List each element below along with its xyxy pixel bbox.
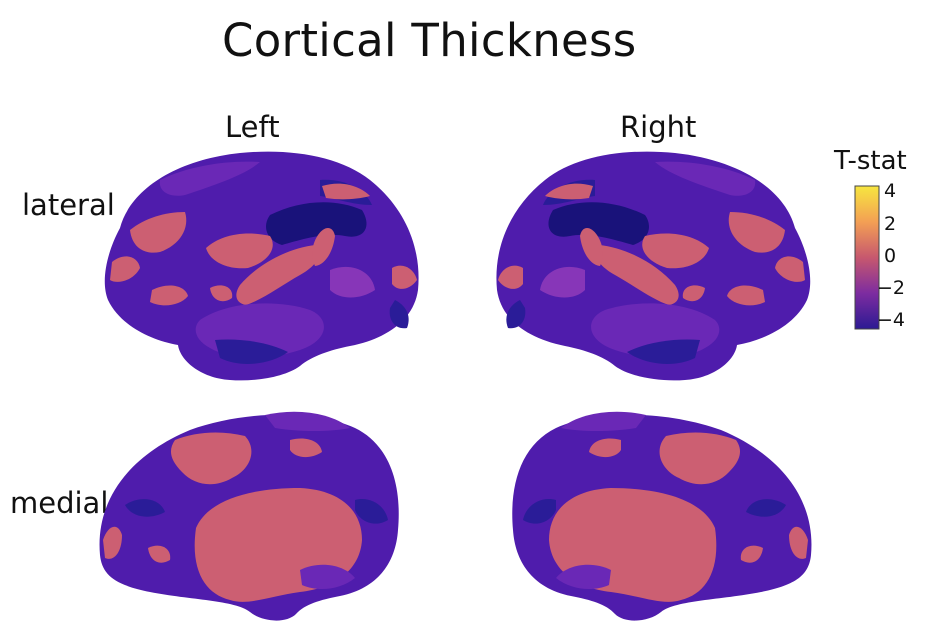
left-medial-hemisphere <box>99 411 399 621</box>
column-label-right: Right <box>620 110 697 144</box>
colorbar-tick: 2 <box>884 213 897 235</box>
left-lateral-hemisphere <box>104 151 419 381</box>
colorbar-tick: −4 <box>877 309 906 331</box>
colorbar-title: T-stat <box>834 146 907 176</box>
figure-title: Cortical Thickness <box>222 14 637 67</box>
row-label-lateral: lateral <box>22 188 115 222</box>
row-label-medial: medial <box>10 486 109 520</box>
colorbar-tick: 4 <box>884 180 897 202</box>
colorbar <box>854 185 880 330</box>
right-medial-hemisphere <box>512 411 812 621</box>
colorbar-tick: −2 <box>877 277 906 299</box>
column-label-left: Left <box>225 110 280 144</box>
colorbar-tick: 0 <box>884 245 897 267</box>
right-lateral-hemisphere <box>496 151 811 381</box>
